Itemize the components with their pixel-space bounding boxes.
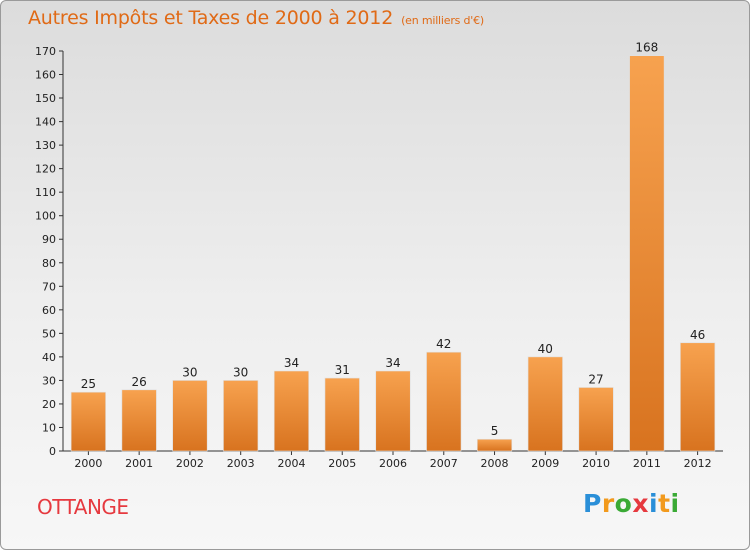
y-tick-label: 60: [42, 304, 56, 317]
x-tick-label-2000: 2000: [74, 457, 102, 470]
x-tick-label-2010: 2010: [582, 457, 610, 470]
value-label-2007: 42: [436, 337, 451, 351]
y-tick-label: 40: [42, 351, 56, 364]
value-label-2005: 31: [335, 363, 350, 377]
logo-letter: o: [614, 489, 633, 518]
chart-subtitle: (en milliers d'€): [401, 14, 484, 27]
y-tick-label: 50: [42, 327, 56, 340]
value-label-2003: 30: [233, 365, 248, 379]
y-tick-label: 120: [35, 163, 56, 176]
value-label-2004: 34: [284, 356, 299, 370]
value-label-2006: 34: [385, 356, 400, 370]
bar-2007: [426, 351, 462, 452]
y-tick-label: 90: [42, 233, 56, 246]
y-tick-label: 150: [35, 92, 56, 105]
proxiti-logo: Proxiti: [583, 489, 680, 518]
y-tick-label: 110: [35, 186, 56, 199]
x-tick-label-2003: 2003: [227, 457, 255, 470]
logo-letter: x: [632, 489, 649, 518]
bar-2008: [476, 438, 513, 452]
x-tick-label-2008: 2008: [481, 457, 509, 470]
y-tick-label: 70: [42, 280, 56, 293]
y-tick-label: 140: [35, 116, 56, 129]
value-label-2008: 5: [491, 424, 499, 438]
logo-letter: r: [601, 489, 615, 518]
chart-title-text: Autres Impôts et Taxes de 2000 à 2012: [28, 7, 394, 29]
x-tick-label-2007: 2007: [430, 457, 458, 470]
value-label-2002: 30: [182, 365, 197, 379]
logo-letter: i: [649, 489, 659, 518]
logo-letter: P: [583, 489, 602, 518]
x-tick-label-2001: 2001: [125, 457, 153, 470]
bar-2010: [578, 387, 614, 452]
y-tick-label: 20: [42, 398, 56, 411]
bar-2000: [70, 391, 106, 452]
bar-2009: [527, 356, 563, 452]
y-tick-label: 10: [42, 421, 56, 434]
bar-2006: [375, 370, 411, 452]
bar-2012: [680, 342, 716, 452]
value-label-2011: 168: [635, 41, 658, 55]
bar-2011: [629, 55, 665, 452]
x-tick-label-2002: 2002: [176, 457, 204, 470]
value-label-2012: 46: [690, 328, 705, 342]
x-tick-label-2006: 2006: [379, 457, 407, 470]
value-label-2009: 40: [538, 342, 553, 356]
logo-letter: i: [670, 489, 680, 518]
chart-bars: [70, 55, 716, 452]
y-tick-label: 30: [42, 374, 56, 387]
x-tick-label-2005: 2005: [328, 457, 356, 470]
value-label-2000: 25: [81, 377, 96, 391]
bar-2001: [121, 389, 157, 452]
x-tick-label-2012: 2012: [684, 457, 712, 470]
commune-name: OTTANGE: [37, 495, 129, 519]
y-tick-label: 100: [35, 210, 56, 223]
bar-2003: [223, 380, 259, 452]
x-tick-label-2009: 2009: [531, 457, 559, 470]
value-label-2001: 26: [132, 375, 147, 389]
y-tick-label: 160: [35, 69, 56, 82]
y-tick-label: 130: [35, 139, 56, 152]
bar-2005: [324, 377, 360, 452]
x-tick-label-2004: 2004: [277, 457, 305, 470]
chart-labels: 2000 25 2001 26 2002 30 2003 30 2004 34 2005 31 2006…: [74, 41, 711, 470]
y-tick-label: 170: [35, 45, 56, 58]
bar-2004: [273, 370, 310, 452]
x-tick-label-2011: 2011: [633, 457, 661, 470]
value-label-2010: 27: [588, 372, 603, 386]
bar-2002: [172, 380, 208, 452]
y-tick-label: 0: [49, 445, 56, 458]
chart-title: Autres Impôts et Taxes de 2000 à 2012 (en…: [28, 7, 484, 29]
logo-letter: t: [658, 489, 671, 518]
y-tick-label: 80: [42, 257, 56, 270]
